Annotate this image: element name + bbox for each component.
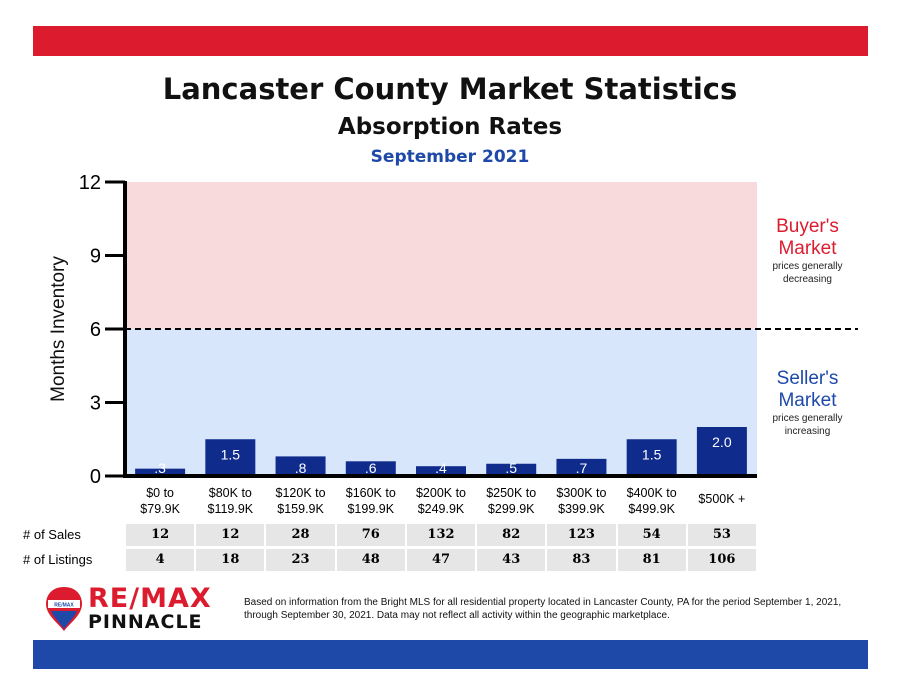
table-cell: 83 [547,549,616,571]
x-category-label: $299.9K [488,502,535,516]
x-category-label: $199.9K [347,502,394,516]
bar-value-label: 1.5 [221,446,241,462]
bar [556,458,607,476]
bar [416,466,466,476]
x-category-label: $0 to [146,486,174,500]
table-cell: 82 [477,524,546,546]
absorption-chart: .3 1.5 .8 .6 .4 .5 .7 1.5 2.0 0 3 6 9 12 Months Inve… [48,172,858,516]
bar-value-label: .4 [435,460,447,476]
bar [486,463,537,476]
x-category-label: $119.9K [208,502,254,516]
y-tick-label: 9 [90,246,101,268]
table-cell: 12 [196,524,265,546]
logo-office-name: PINNACLE [88,611,203,633]
x-category-label: $499.9K [628,502,675,516]
seller-market-title-1: Seller's [776,368,839,389]
buyer-market-zone [125,182,757,329]
seller-market-note-2: increasing [784,426,831,437]
table-cell: 43 [477,549,546,571]
x-category-label: $400K to [627,486,677,500]
sales-row-label: # of Sales [23,527,81,542]
bar [275,456,326,476]
table-cell: 123 [547,524,616,546]
x-category-label: $79.9K [140,502,180,516]
seller-market-note-1: prices generally [772,413,843,424]
table-cell: 54 [617,524,686,546]
remax-logo: RE/MAX RE/MAX PINNACLE [44,583,224,635]
bar [205,439,256,476]
x-category-label: $80K to [209,486,252,500]
bar-value-label: .6 [365,460,377,476]
table-cell: 47 [406,549,476,571]
table-cell: 12 [126,524,195,546]
buyer-market-label: Buyer's Market prices generally decreasi… [760,216,855,286]
bar-value-label: 2.0 [712,434,732,450]
x-category-label: $250K to [486,486,536,500]
seller-market-title-2: Market [778,390,837,411]
balloon-label: RE/MAX [54,603,74,609]
report-period: September 2021 [370,147,530,167]
x-category-label: $500K + [698,492,745,506]
listings-row-label: # of Listings [23,552,93,567]
y-tick-label: 3 [90,393,101,415]
table-cell: 18 [196,549,265,571]
x-category-label: $300K to [556,486,606,500]
bar-value-label: .7 [576,460,588,476]
page-title: Lancaster County Market Statistics [162,72,738,106]
bottom-blue-bar [33,640,868,669]
page-subtitle: Absorption Rates [337,114,563,140]
table-cell: 48 [336,549,405,571]
bar-value-label: .8 [295,460,307,476]
y-axis-label: Months Inventory [48,256,69,402]
bar-value-label: .3 [154,460,166,476]
bar [696,427,747,476]
seller-market-label: Seller's Market prices generally increas… [760,368,855,438]
logo-wordmark: RE/MAX [88,583,212,614]
balloon-icon: RE/MAX [46,587,82,631]
x-category-label: $120K to [276,486,326,500]
table-cell: 23 [266,549,335,571]
table-cell: 28 [266,524,335,546]
bar [626,439,677,476]
listings-row: 4 18 23 48 47 43 83 81 106 [126,549,756,571]
buyer-market-title-2: Market [778,238,837,259]
buyer-market-title-1: Buyer's [776,216,839,237]
buyer-market-note-1: prices generally [772,261,843,272]
y-tick-label: 0 [90,466,101,488]
x-category-label: $399.9K [558,502,605,516]
bar [135,468,186,476]
table-cell: 53 [687,524,756,546]
sales-row: 12 12 28 76 132 82 123 54 53 [126,524,756,546]
table-cell: 81 [617,549,686,571]
table-cell: 132 [406,524,476,546]
bar-value-label: .5 [505,460,517,476]
y-tick-label: 6 [90,319,101,341]
x-category-label: $249.9K [418,502,465,516]
bar [345,461,396,476]
y-tick-label: 12 [79,172,101,194]
x-category-label: $200K to [416,486,466,500]
buyer-market-note-2: decreasing [783,274,832,285]
source-footnote: Based on information from the Bright MLS… [244,597,842,621]
table-cell: 76 [336,524,405,546]
bar-value-label: 1.5 [642,446,662,462]
table-cell: 106 [687,549,756,571]
top-red-bar [33,26,868,56]
table-cell: 4 [126,549,195,571]
x-category-label: $160K to [346,486,396,500]
x-category-label: $159.9K [277,502,324,516]
